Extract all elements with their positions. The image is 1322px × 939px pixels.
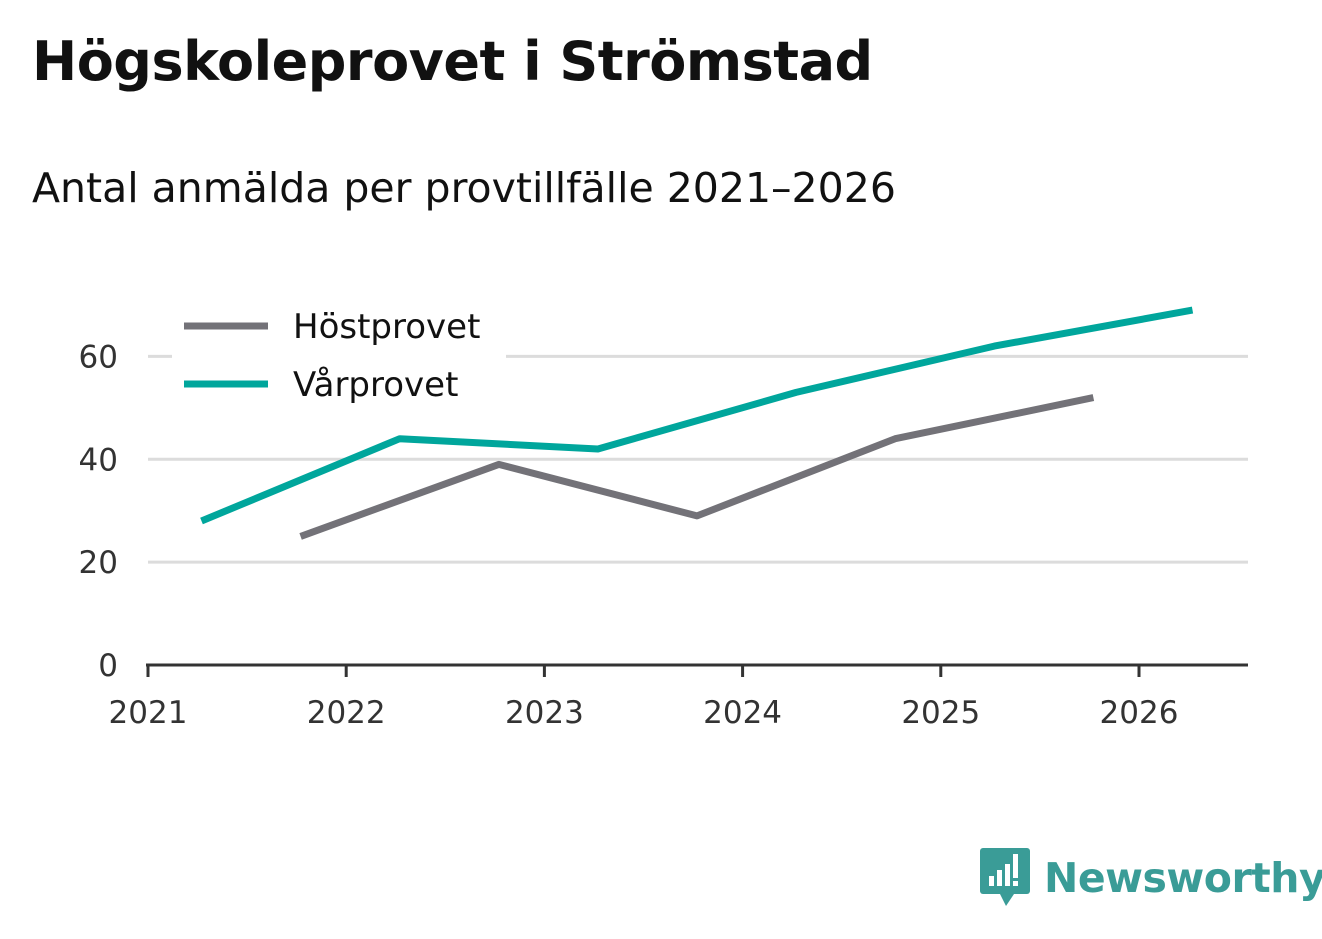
y-tick-label: 0 bbox=[98, 648, 118, 684]
chart-subtitle: Antal anmälda per provtillfälle 2021–202… bbox=[32, 164, 896, 212]
x-tick-label: 2025 bbox=[901, 695, 980, 731]
y-tick-label: 40 bbox=[79, 442, 118, 478]
x-tick-label: 2022 bbox=[307, 695, 386, 731]
series-lines bbox=[200, 306, 1194, 540]
brand-name: Newsworthy bbox=[1044, 854, 1322, 902]
x-tick-label: 2021 bbox=[109, 695, 188, 731]
series-line-varprovet bbox=[200, 306, 1194, 525]
newsworthy-logo-icon bbox=[980, 848, 1030, 906]
legend-label: Vårprovet bbox=[293, 365, 458, 405]
legend: Höstprovet Vårprovet bbox=[172, 300, 506, 420]
y-tick-label: 20 bbox=[79, 545, 118, 581]
legend-background bbox=[172, 300, 506, 420]
x-tick-label: 2023 bbox=[505, 695, 584, 731]
x-tick-label: 2026 bbox=[1100, 695, 1179, 731]
chart-title: Högskoleprovet i Strömstad bbox=[32, 30, 873, 93]
y-tick-label: 60 bbox=[79, 339, 118, 375]
x-tick-label: 2024 bbox=[703, 695, 782, 731]
legend-label: Höstprovet bbox=[293, 307, 480, 347]
axes: 0 20 40 60 2021 2022 2023 2024 2025 2026 bbox=[79, 339, 1248, 731]
brand: Newsworthy bbox=[980, 848, 1322, 908]
